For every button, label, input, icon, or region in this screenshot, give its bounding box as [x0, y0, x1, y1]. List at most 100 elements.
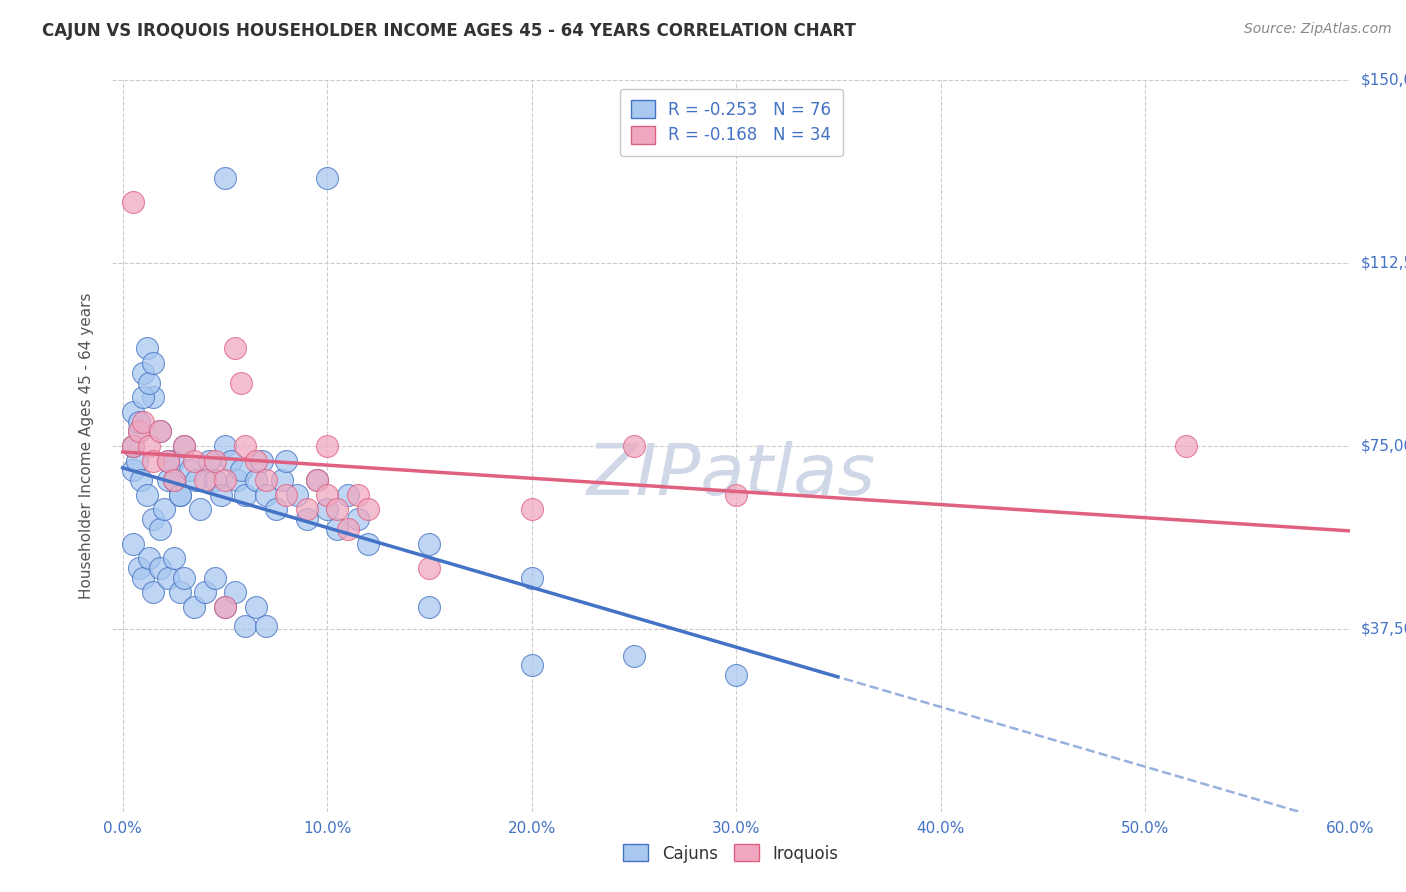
- Point: [336, 488, 359, 502]
- Point: [156, 453, 179, 467]
- Text: $112,500: $112,500: [1361, 256, 1406, 270]
- Point: [136, 488, 159, 502]
- Point: [142, 585, 165, 599]
- Point: [214, 439, 236, 453]
- Point: [316, 170, 339, 185]
- Point: [122, 463, 145, 477]
- Point: [163, 551, 186, 566]
- Point: [725, 668, 748, 682]
- Point: [148, 425, 170, 439]
- Point: [418, 599, 440, 614]
- Point: [169, 488, 191, 502]
- Point: [128, 425, 150, 439]
- Point: [142, 390, 165, 404]
- Point: [148, 561, 170, 575]
- Text: ZIPatlas: ZIPatlas: [586, 441, 876, 509]
- Point: [336, 522, 359, 536]
- Point: [156, 473, 179, 487]
- Point: [183, 599, 205, 614]
- Point: [623, 439, 645, 453]
- Point: [214, 473, 236, 487]
- Point: [132, 366, 155, 380]
- Point: [219, 453, 242, 467]
- Point: [142, 453, 165, 467]
- Point: [1175, 439, 1198, 453]
- Point: [235, 619, 257, 633]
- Point: [193, 473, 215, 487]
- Point: [209, 488, 232, 502]
- Text: $37,500: $37,500: [1361, 622, 1406, 636]
- Point: [235, 488, 257, 502]
- Point: [204, 571, 226, 585]
- Point: [142, 512, 165, 526]
- Point: [245, 473, 267, 487]
- Point: [316, 439, 339, 453]
- Point: [231, 463, 253, 477]
- Point: [347, 488, 370, 502]
- Point: [163, 453, 186, 467]
- Point: [169, 585, 191, 599]
- Point: [128, 415, 150, 429]
- Point: [316, 502, 339, 516]
- Point: [142, 356, 165, 370]
- Point: [347, 512, 370, 526]
- Point: [520, 502, 543, 516]
- Point: [156, 453, 179, 467]
- Point: [254, 473, 277, 487]
- Point: [122, 536, 145, 550]
- Text: Source: ZipAtlas.com: Source: ZipAtlas.com: [1244, 22, 1392, 37]
- Point: [224, 342, 246, 356]
- Point: [250, 453, 273, 467]
- Point: [285, 488, 308, 502]
- Point: [138, 376, 160, 390]
- Point: [128, 425, 150, 439]
- Text: $75,000: $75,000: [1361, 439, 1406, 453]
- Point: [295, 512, 318, 526]
- Point: [418, 536, 440, 550]
- Point: [197, 453, 219, 467]
- Point: [156, 571, 179, 585]
- Point: [520, 571, 543, 585]
- Point: [264, 502, 287, 516]
- Point: [305, 473, 328, 487]
- Point: [276, 453, 298, 467]
- Point: [214, 599, 236, 614]
- Point: [326, 522, 349, 536]
- Point: [214, 599, 236, 614]
- Point: [214, 170, 236, 185]
- Point: [725, 488, 748, 502]
- Point: [245, 599, 267, 614]
- Point: [226, 473, 249, 487]
- Point: [138, 439, 160, 453]
- Point: [276, 488, 298, 502]
- Point: [305, 473, 328, 487]
- Point: [623, 648, 645, 663]
- Point: [183, 453, 205, 467]
- Point: [235, 439, 257, 453]
- Point: [245, 453, 267, 467]
- Text: CAJUN VS IROQUOIS HOUSEHOLDER INCOME AGES 45 - 64 YEARS CORRELATION CHART: CAJUN VS IROQUOIS HOUSEHOLDER INCOME AGE…: [42, 22, 856, 40]
- Point: [179, 463, 201, 477]
- Point: [122, 405, 145, 419]
- Point: [169, 488, 191, 502]
- Point: [190, 502, 212, 516]
- Y-axis label: Householder Income Ages 45 - 64 years: Householder Income Ages 45 - 64 years: [79, 293, 94, 599]
- Point: [152, 502, 174, 516]
- Point: [520, 658, 543, 673]
- Point: [173, 439, 195, 453]
- Point: [132, 415, 155, 429]
- Legend: Cajuns, Iroquois: Cajuns, Iroquois: [617, 838, 845, 869]
- Point: [418, 561, 440, 575]
- Point: [357, 536, 380, 550]
- Point: [204, 453, 226, 467]
- Point: [254, 488, 277, 502]
- Point: [122, 195, 145, 210]
- Point: [132, 390, 155, 404]
- Point: [231, 376, 253, 390]
- Point: [138, 551, 160, 566]
- Point: [224, 585, 246, 599]
- Point: [271, 473, 294, 487]
- Point: [357, 502, 380, 516]
- Point: [148, 425, 170, 439]
- Point: [132, 571, 155, 585]
